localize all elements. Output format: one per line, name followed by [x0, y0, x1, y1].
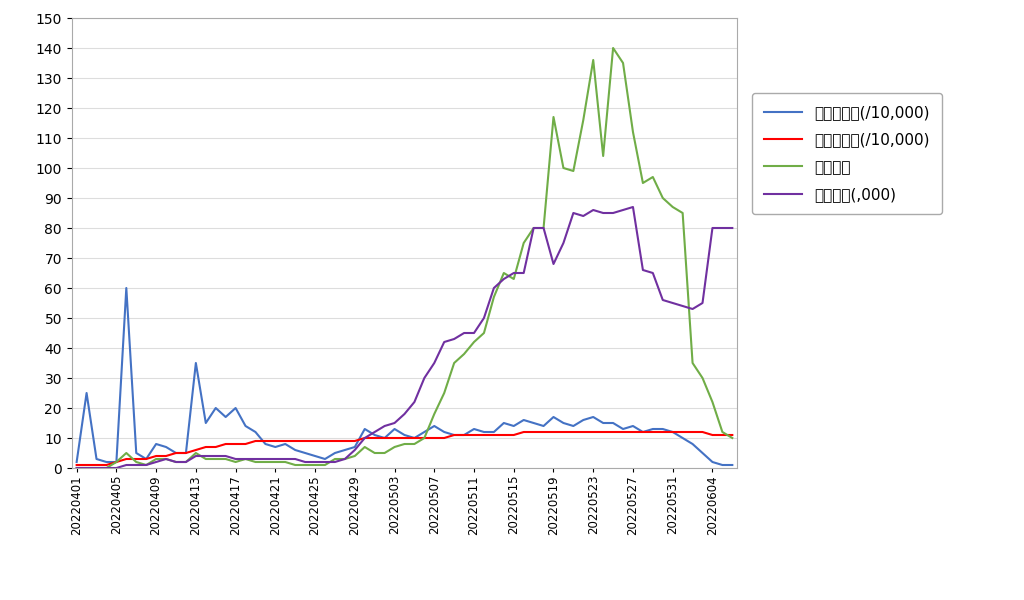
單日致死率(/10,000)	[726, 461, 738, 469]
累計致死率(/10,000)	[369, 434, 381, 442]
死亡數目	[726, 434, 738, 442]
死亡數目	[369, 449, 381, 457]
Line: 死亡數目: 死亡數目	[77, 48, 732, 468]
累計致死率(/10,000)	[150, 452, 162, 460]
單日致死率(/10,000)	[348, 443, 360, 451]
累計致死率(/10,000)	[578, 428, 590, 436]
死亡數目	[567, 167, 580, 175]
Line: 累計致死率(/10,000): 累計致死率(/10,000)	[77, 432, 732, 465]
新增數目(,000)	[726, 224, 738, 232]
新增數目(,000)	[150, 458, 162, 466]
死亡數目	[686, 359, 698, 367]
單日致死率(/10,000)	[716, 461, 728, 469]
累計致死率(/10,000)	[517, 428, 529, 436]
新增數目(,000)	[627, 203, 639, 211]
死亡數目	[607, 44, 620, 52]
新增數目(,000)	[339, 455, 351, 463]
單日致死率(/10,000)	[379, 434, 391, 442]
單日致死率(/10,000)	[120, 284, 132, 292]
累計致死率(/10,000)	[726, 431, 738, 439]
累計致死率(/10,000)	[170, 449, 182, 457]
累計致死率(/10,000)	[71, 461, 83, 469]
死亡數目	[170, 458, 182, 466]
Line: 單日致死率(/10,000): 單日致死率(/10,000)	[77, 288, 732, 465]
Line: 新增數目(,000): 新增數目(,000)	[77, 207, 732, 468]
單日致死率(/10,000)	[160, 443, 172, 451]
死亡數目	[150, 455, 162, 463]
新增數目(,000)	[170, 458, 182, 466]
累計致死率(/10,000)	[686, 428, 698, 436]
單日致死率(/10,000)	[677, 434, 689, 442]
單日致死率(/10,000)	[71, 458, 83, 466]
單日致死率(/10,000)	[130, 449, 142, 457]
新增數目(,000)	[567, 209, 580, 217]
新增數目(,000)	[686, 305, 698, 313]
死亡數目	[71, 464, 83, 472]
新增數目(,000)	[71, 464, 83, 472]
單日致死率(/10,000)	[578, 416, 590, 424]
Legend: 單日致死率(/10,000), 累計致死率(/10,000), 死亡數目, 新增數目(,000): 單日致死率(/10,000), 累計致死率(/10,000), 死亡數目, 新增…	[752, 93, 942, 214]
死亡數目	[339, 455, 351, 463]
累計致死率(/10,000)	[339, 437, 351, 445]
新增數目(,000)	[369, 428, 381, 436]
